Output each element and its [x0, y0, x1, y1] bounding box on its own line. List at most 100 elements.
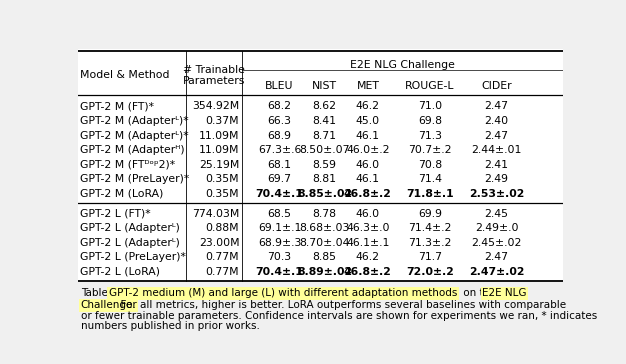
- Text: 8.50±.07: 8.50±.07: [299, 145, 350, 155]
- Text: GPT-2 M (FT)*: GPT-2 M (FT)*: [80, 102, 154, 111]
- Text: 8.59: 8.59: [313, 160, 337, 170]
- Text: GPT-2 medium (M) and large (L) with different adaptation methods: GPT-2 medium (M) and large (L) with diff…: [109, 288, 457, 298]
- Text: 71.7: 71.7: [418, 252, 442, 262]
- Text: 69.8: 69.8: [418, 116, 442, 126]
- Text: GPT-2 L (PreLayer)*: GPT-2 L (PreLayer)*: [80, 252, 186, 262]
- Text: 46.1: 46.1: [356, 174, 380, 184]
- Text: 2.47: 2.47: [485, 252, 508, 262]
- Text: CIDEr: CIDEr: [481, 81, 512, 91]
- Text: 2.47: 2.47: [485, 131, 508, 141]
- Text: numbers published in prior works.: numbers published in prior works.: [81, 321, 260, 331]
- Text: BLEU: BLEU: [265, 81, 294, 91]
- Text: GPT-2 M (Adapterᴸ)*: GPT-2 M (Adapterᴸ)*: [80, 131, 189, 141]
- Text: 2.49: 2.49: [485, 174, 508, 184]
- Text: 70.4±.1: 70.4±.1: [255, 267, 304, 277]
- Text: NIST: NIST: [312, 81, 337, 91]
- Text: 46.8±.2: 46.8±.2: [344, 267, 392, 277]
- Text: 68.5: 68.5: [267, 209, 292, 218]
- Text: 8.70±.04: 8.70±.04: [299, 238, 350, 248]
- Text: 71.3: 71.3: [418, 131, 442, 141]
- Text: GPT-2 M (LoRA): GPT-2 M (LoRA): [80, 189, 163, 199]
- Text: 72.0±.2: 72.0±.2: [406, 267, 454, 277]
- Text: # Trainable
Parameters: # Trainable Parameters: [183, 65, 245, 86]
- Text: 68.9: 68.9: [267, 131, 292, 141]
- Text: 2.41: 2.41: [485, 160, 508, 170]
- Text: 8.78: 8.78: [313, 209, 337, 218]
- Text: 68.9±.3: 68.9±.3: [258, 238, 301, 248]
- Text: 68.2: 68.2: [267, 102, 292, 111]
- Text: 0.77M: 0.77M: [206, 252, 239, 262]
- Text: 46.0±.2: 46.0±.2: [346, 145, 389, 155]
- Text: 71.3±.2: 71.3±.2: [408, 238, 452, 248]
- Text: 69.1±.1: 69.1±.1: [258, 223, 301, 233]
- Text: 45.0: 45.0: [356, 116, 380, 126]
- Text: 69.9: 69.9: [418, 209, 442, 218]
- Text: 0.77M: 0.77M: [206, 267, 239, 277]
- Text: 8.85±.02: 8.85±.02: [297, 189, 352, 199]
- Text: Table 3:: Table 3:: [81, 288, 128, 298]
- Text: E2E NLG: E2E NLG: [483, 288, 527, 298]
- Text: 2.40: 2.40: [485, 116, 508, 126]
- Text: 25.19M: 25.19M: [199, 160, 239, 170]
- Text: 71.4: 71.4: [418, 174, 442, 184]
- Text: on the: on the: [459, 288, 500, 298]
- Text: 8.41: 8.41: [313, 116, 337, 126]
- Text: For all metrics, higher is better. LoRA outperforms several baselines with compa: For all metrics, higher is better. LoRA …: [114, 300, 566, 310]
- Text: 66.3: 66.3: [267, 116, 292, 126]
- Text: 2.45±.02: 2.45±.02: [471, 238, 521, 248]
- Text: 46.0: 46.0: [356, 160, 380, 170]
- Text: 69.7: 69.7: [267, 174, 292, 184]
- Text: 774.03M: 774.03M: [192, 209, 239, 218]
- Text: ROUGE-L: ROUGE-L: [405, 81, 454, 91]
- Text: 2.47±.02: 2.47±.02: [469, 267, 524, 277]
- Text: GPT-2 M (FTᴰᵒᵖ2)*: GPT-2 M (FTᴰᵒᵖ2)*: [80, 160, 175, 170]
- Text: MET: MET: [356, 81, 379, 91]
- Text: Model & Method: Model & Method: [80, 71, 170, 80]
- Text: 8.85: 8.85: [313, 252, 337, 262]
- Text: 46.8±.2: 46.8±.2: [344, 189, 392, 199]
- Text: 11.09M: 11.09M: [199, 145, 239, 155]
- Text: E2E NLG Challenge: E2E NLG Challenge: [350, 60, 455, 70]
- Text: or fewer trainable parameters. Confidence intervals are shown for experiments we: or fewer trainable parameters. Confidenc…: [81, 311, 597, 321]
- Text: 46.1±.1: 46.1±.1: [346, 238, 389, 248]
- Text: GPT-2 L (Adapterᴸ): GPT-2 L (Adapterᴸ): [80, 238, 180, 248]
- Text: 0.88M: 0.88M: [206, 223, 239, 233]
- Text: 0.37M: 0.37M: [206, 116, 239, 126]
- Text: 354.92M: 354.92M: [192, 102, 239, 111]
- Text: Challenge.: Challenge.: [81, 300, 136, 310]
- Text: 71.4±.2: 71.4±.2: [408, 223, 452, 233]
- Text: 71.8±.1: 71.8±.1: [406, 189, 454, 199]
- Text: 8.71: 8.71: [313, 131, 337, 141]
- Text: 8.68±.03: 8.68±.03: [299, 223, 350, 233]
- Text: 46.1: 46.1: [356, 131, 380, 141]
- Text: GPT-2 L (FT)*: GPT-2 L (FT)*: [80, 209, 151, 218]
- Text: 70.3: 70.3: [267, 252, 292, 262]
- Text: 8.81: 8.81: [313, 174, 337, 184]
- Text: 2.49±.0: 2.49±.0: [475, 223, 518, 233]
- Text: 46.3±.0: 46.3±.0: [346, 223, 389, 233]
- Text: 67.3±.6: 67.3±.6: [258, 145, 301, 155]
- Text: 68.1: 68.1: [267, 160, 292, 170]
- Text: 11.09M: 11.09M: [199, 131, 239, 141]
- Text: 0.35M: 0.35M: [206, 174, 239, 184]
- Text: 8.89±.02: 8.89±.02: [297, 267, 352, 277]
- Text: 46.2: 46.2: [356, 252, 380, 262]
- Text: 0.35M: 0.35M: [206, 189, 239, 199]
- Text: 70.8: 70.8: [418, 160, 442, 170]
- Bar: [78, 49, 563, 282]
- Text: GPT-2 M (PreLayer)*: GPT-2 M (PreLayer)*: [80, 174, 190, 184]
- Text: 71.0: 71.0: [418, 102, 442, 111]
- Text: 70.4±.1: 70.4±.1: [255, 189, 304, 199]
- Text: GPT-2 L (LoRA): GPT-2 L (LoRA): [80, 267, 160, 277]
- Text: 23.00M: 23.00M: [198, 238, 239, 248]
- Text: 2.44±.01: 2.44±.01: [471, 145, 521, 155]
- Text: 2.53±.02: 2.53±.02: [469, 189, 524, 199]
- Text: 70.7±.2: 70.7±.2: [408, 145, 452, 155]
- Text: 2.47: 2.47: [485, 102, 508, 111]
- Text: 2.45: 2.45: [485, 209, 508, 218]
- Text: 8.62: 8.62: [313, 102, 337, 111]
- Text: GPT-2 M (Adapterᴸ)*: GPT-2 M (Adapterᴸ)*: [80, 116, 189, 126]
- Text: GPT-2 L (Adapterᴸ): GPT-2 L (Adapterᴸ): [80, 223, 180, 233]
- Text: GPT-2 M (Adapterᴴ): GPT-2 M (Adapterᴴ): [80, 145, 185, 155]
- Text: 46.2: 46.2: [356, 102, 380, 111]
